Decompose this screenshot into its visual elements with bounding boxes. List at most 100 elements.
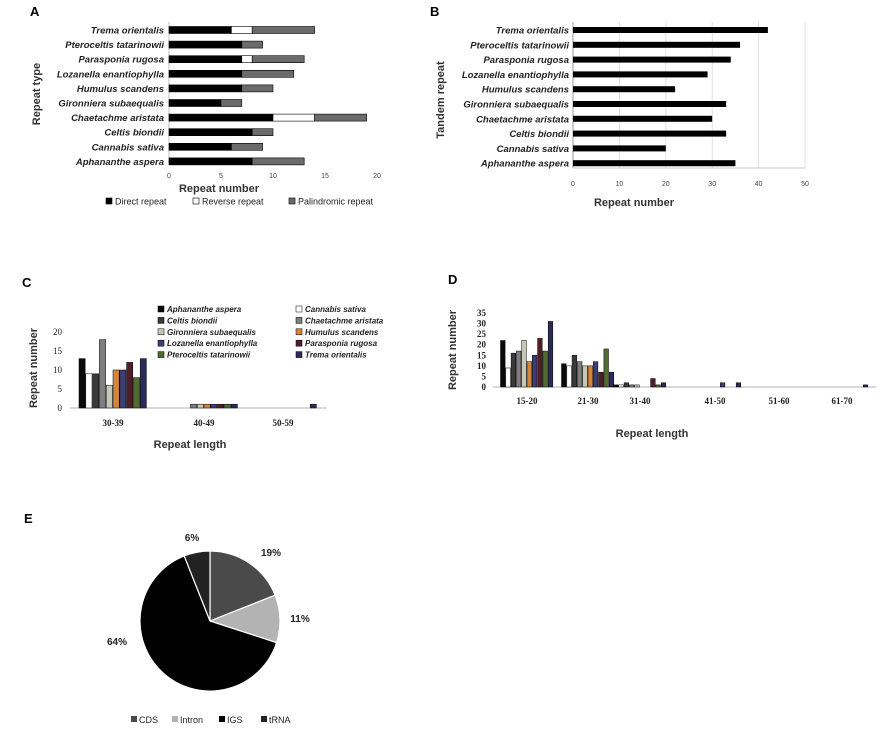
bar-humulus-scandens: [203, 403, 211, 409]
category-label: Humulus scandens: [77, 84, 164, 95]
bar-lozanella-enantiophylla: [532, 355, 538, 388]
slice-value-label: 19%: [261, 548, 281, 559]
category-label: Trema orientalis: [91, 26, 164, 37]
bar-gironniera-subaequalis: [521, 340, 527, 388]
bar-gironniera-subaequalis: [634, 384, 640, 388]
bar-palindromic-repeat: [241, 84, 274, 93]
y-tick-label: 20: [477, 340, 487, 350]
legend-swatch: [295, 317, 303, 324]
legend-swatch: [288, 197, 296, 205]
bar-palindromic-repeat: [241, 40, 263, 49]
legend-label: Chaetachme aristata: [305, 316, 384, 325]
x-axis-title: Repeat length: [616, 428, 689, 440]
category-label: Celtis biondii: [509, 129, 569, 140]
slice-value-label: 11%: [290, 614, 310, 625]
category-label: Chaetachme aristata: [71, 113, 164, 124]
bar-pteroceltis-tatarinowii: [133, 377, 140, 409]
bar-direct-repeat: [168, 40, 243, 49]
category-label: Chaetachme aristata: [476, 114, 569, 125]
legend-label: Aphananthe aspera: [166, 305, 242, 314]
category-label: Cannabis sativa: [92, 142, 164, 153]
legend-swatch: [105, 197, 113, 205]
legend-swatch: [157, 351, 165, 358]
legend-label: Palindromic repeat: [298, 197, 374, 207]
bar-celtis-biondii: [92, 373, 100, 409]
bar: [573, 145, 666, 152]
bar-trema-orientalis: [547, 321, 554, 388]
slice-value-label: 6%: [185, 533, 200, 544]
bar-direct-repeat: [168, 70, 243, 78]
panel-a-chart: Trema orientalis Pteroceltis tatarinowii P…: [31, 22, 381, 207]
bar-parasponia-rugosa: [217, 403, 225, 409]
bar-palindromic-repeat: [220, 99, 243, 107]
category-label: Gironniera subaequalis: [463, 100, 569, 111]
bar-cannabis-sativa: [618, 384, 624, 388]
bar-parasponia-rugosa: [650, 378, 656, 388]
bar-trema-orientalis: [862, 384, 869, 388]
bar: [573, 56, 731, 63]
bar-celtis-biondii: [510, 352, 516, 388]
bar-trema-orientalis: [230, 403, 238, 409]
bar-trema-orientalis: [608, 371, 615, 388]
x-tick-label: 41-50: [705, 396, 726, 406]
bar: [573, 86, 676, 93]
bar-chaetachme-aristata: [516, 350, 522, 388]
bar-chaetachme-aristata: [577, 361, 583, 388]
x-tick-label: 30: [708, 181, 716, 188]
bar-reverse-repeat: [272, 113, 315, 122]
legend-label: tRNA: [269, 715, 291, 725]
bar-chaetachme-aristata: [629, 384, 635, 388]
bar-pteroceltis-tatarinowii: [655, 384, 661, 388]
bar-trema-orientalis: [660, 382, 667, 388]
bar-trema-orientalis: [309, 403, 317, 409]
bar: [573, 71, 708, 78]
category-label: Gironniera subaequalis: [58, 99, 164, 110]
x-tick-label: 15-20: [517, 396, 538, 406]
bar-palindromic-repeat: [314, 113, 367, 122]
bar-chaetachme-aristata: [99, 339, 106, 409]
bar-humulus-scandens: [587, 365, 593, 388]
bar-gironniera-subaequalis: [105, 384, 113, 409]
bar-direct-repeat: [168, 128, 253, 136]
y-tick-label: 35: [477, 308, 487, 318]
bar-direct-repeat: [168, 157, 253, 166]
panel-letter-d: D: [448, 272, 457, 287]
y-axis-title: Repeat type: [31, 63, 43, 125]
slice-value-label: 64%: [107, 637, 127, 648]
legend-label: IGS: [227, 715, 243, 725]
category-label: Aphananthe aspera: [75, 157, 164, 168]
x-tick-label: 40-49: [194, 418, 215, 428]
legend-swatch: [157, 328, 165, 336]
x-tick-label: 10: [269, 173, 277, 180]
legend-swatch: [172, 716, 178, 722]
bar-palindromic-repeat: [251, 157, 305, 166]
bar-palindromic-repeat: [241, 70, 295, 78]
x-tick-label: 50: [801, 181, 809, 188]
legend-swatch: [219, 716, 225, 722]
category-label: Pteroceltis tatarinowii: [470, 40, 569, 51]
bar-direct-repeat: [168, 99, 222, 107]
bar-palindromic-repeat: [231, 143, 263, 151]
bar-humulus-scandens: [112, 369, 120, 409]
bar-pteroceltis-tatarinowii: [542, 350, 548, 388]
bar-trema-orientalis: [735, 382, 742, 388]
y-tick-label: 10: [53, 365, 63, 375]
legend-swatch: [295, 328, 303, 336]
y-tick-label: 30: [477, 319, 487, 329]
bar-cannabis-sativa: [566, 365, 572, 388]
y-tick-label: 0: [58, 403, 63, 413]
legend-swatch: [192, 197, 200, 205]
x-tick-label: 40: [755, 181, 763, 188]
x-tick-label: 30-39: [103, 418, 124, 428]
legend-swatch: [131, 716, 137, 722]
category-label: Pteroceltis tatarinowii: [65, 40, 164, 51]
bar-lozanella-enantiophylla: [210, 403, 218, 409]
bar-cannabis-sativa: [505, 367, 511, 388]
category-label: Parasponia rugosa: [78, 55, 164, 66]
bar-reverse-repeat: [241, 55, 253, 64]
bar-gironniera-subaequalis: [582, 365, 588, 388]
y-tick-label: 0: [482, 382, 487, 392]
x-tick-label: 21-30: [578, 396, 599, 406]
x-tick-label: 51-60: [769, 396, 790, 406]
category-label: Trema orientalis: [496, 26, 569, 37]
